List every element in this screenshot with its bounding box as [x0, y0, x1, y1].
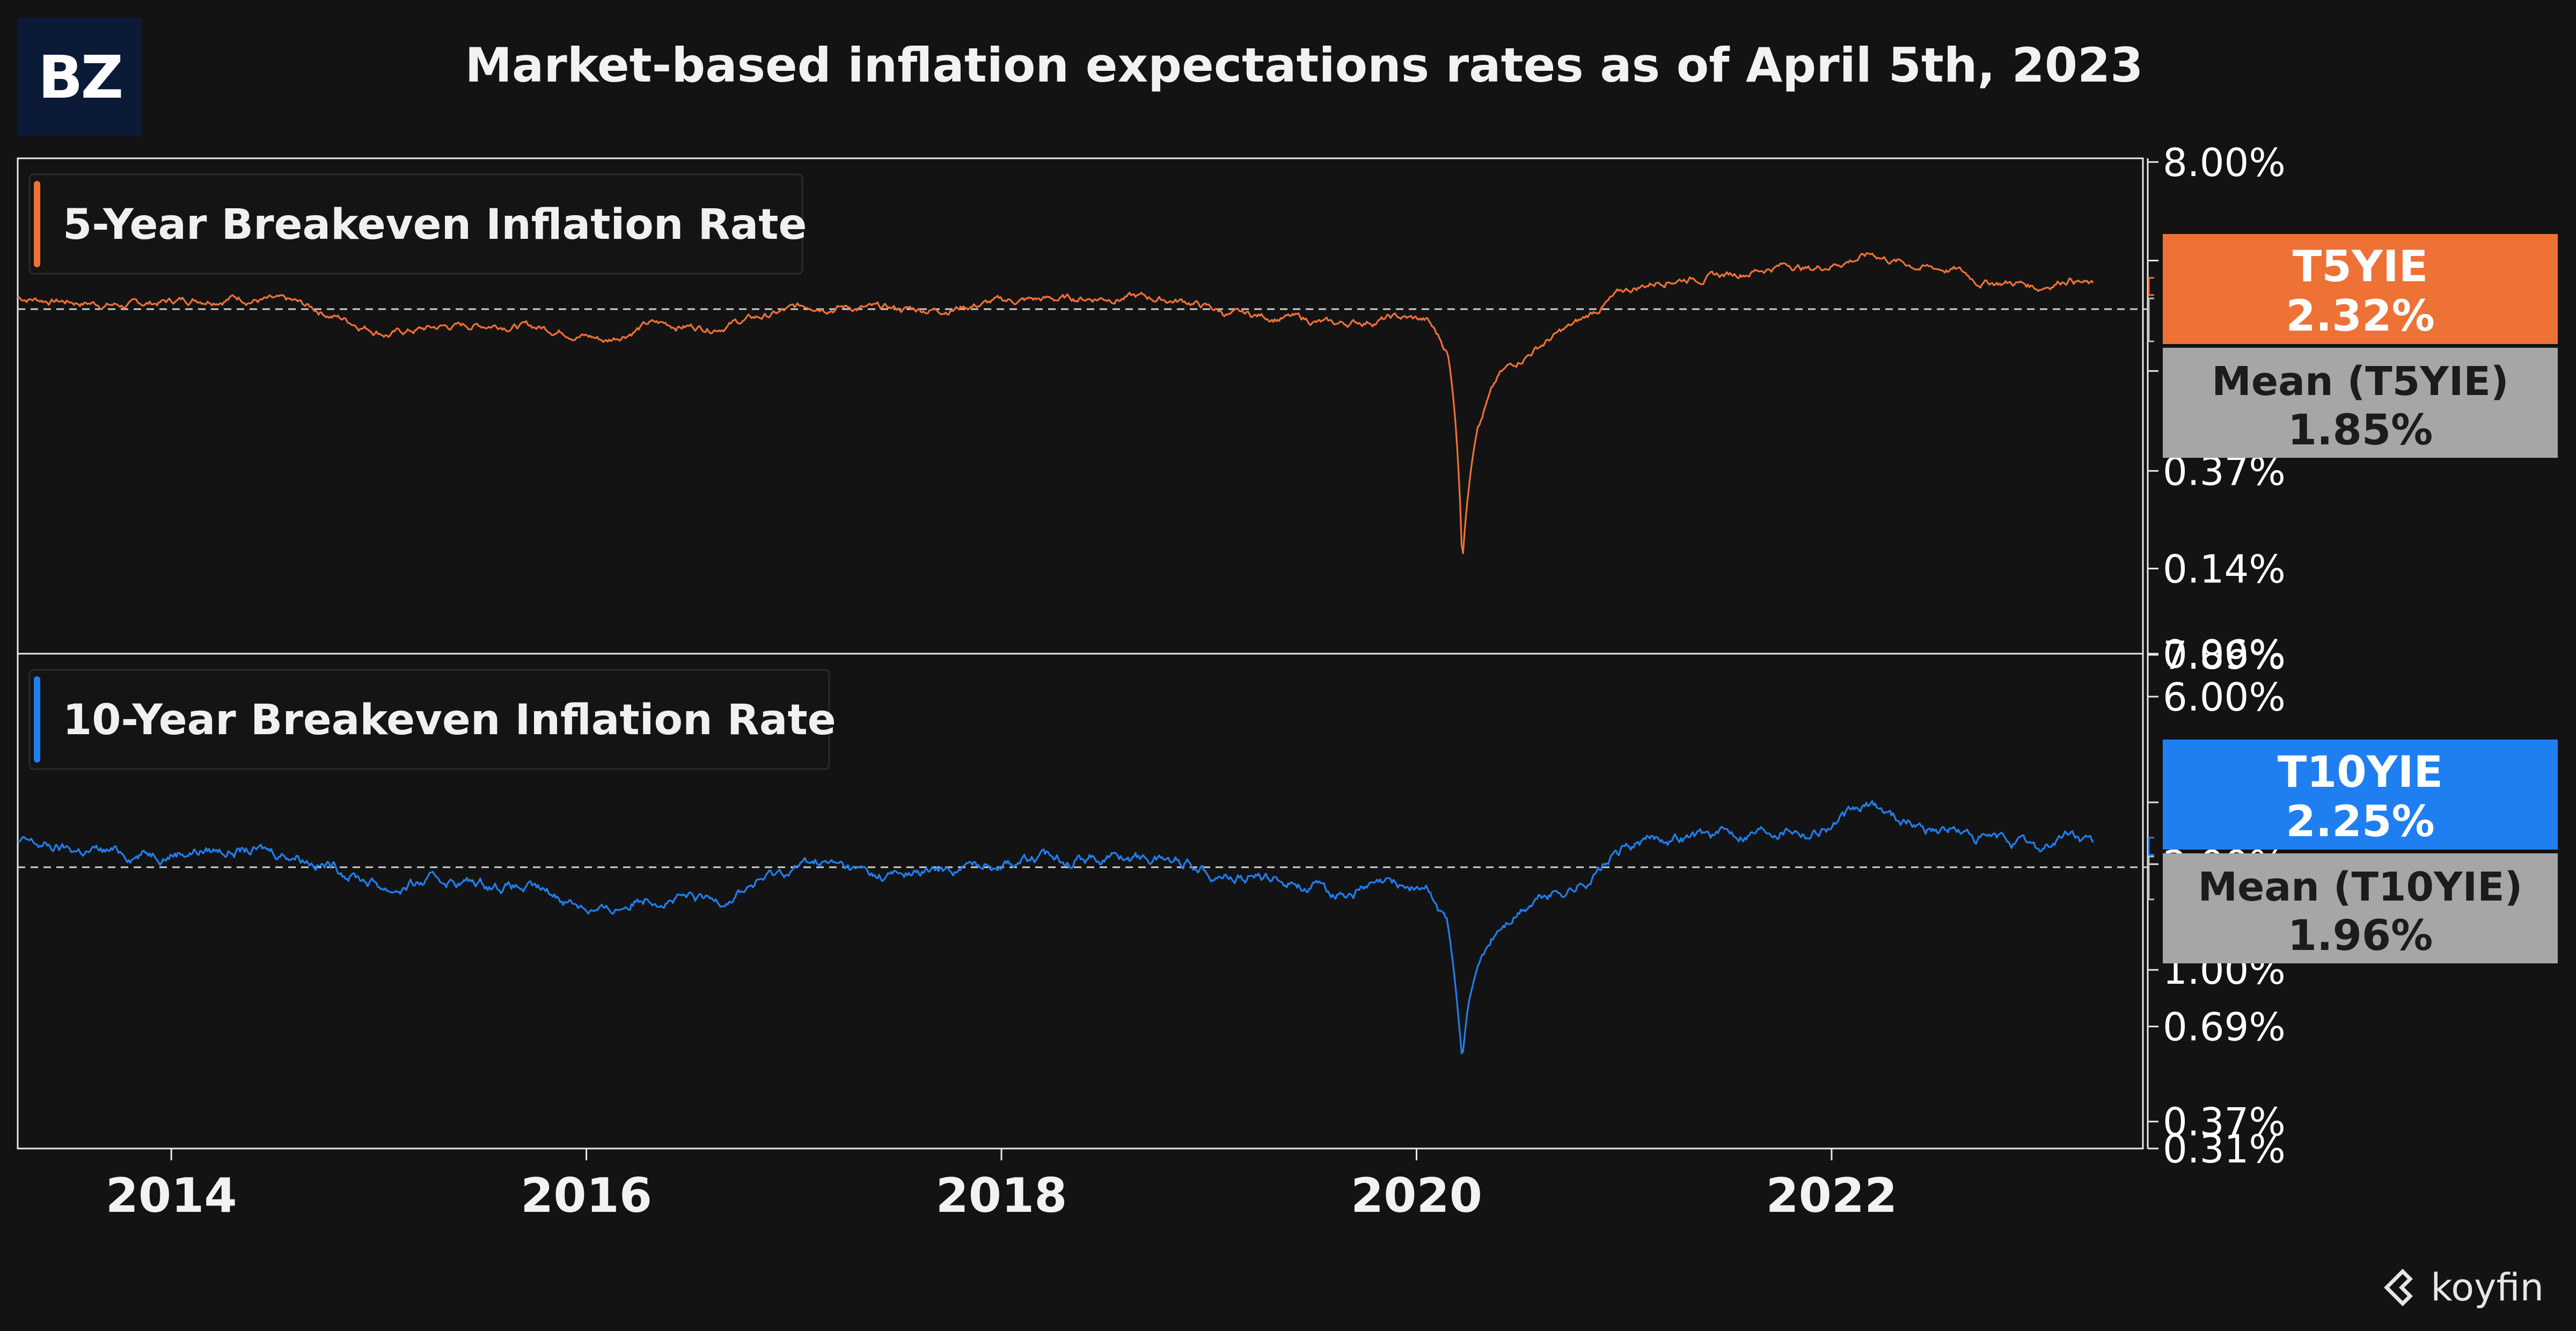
y-tick-label-t5-0: 8.00%: [2163, 140, 2286, 185]
y-tick-label-t10-7: 0.31%: [2163, 1127, 2286, 1172]
series-line-t10yie: [17, 800, 2094, 1055]
legend-box-t5: [28, 173, 803, 275]
legend-swatch-t5: [34, 181, 40, 267]
badge-mean-label-t10: Mean (T10YIE): [2198, 864, 2523, 910]
x-tick-label-0: 2014: [106, 1168, 237, 1223]
chart-title: Market-based inflation expectations rate…: [465, 38, 2143, 93]
benzinga-logo: BZ: [18, 18, 142, 136]
badge-current-t5: [2163, 234, 2558, 344]
badge-current-t10: [2163, 740, 2558, 850]
badge-current-value-t10: 2.25%: [2286, 796, 2435, 846]
badge-current-label-t5: T5YIE: [2293, 242, 2428, 291]
legend-title-t5: 5-Year Breakeven Inflation Rate: [63, 201, 807, 249]
badge-current-bracket-t10: [2148, 837, 2154, 856]
x-tick-label-4: 2022: [1766, 1168, 1897, 1223]
koyfin-logo-icon: [2384, 1269, 2413, 1306]
badge-mean-value-t5: 1.85%: [2288, 406, 2433, 455]
badge-current-label-t10: T10YIE: [2278, 747, 2443, 797]
x-tick-label-2: 2018: [936, 1168, 1067, 1223]
watermark-text: koyfin: [2431, 1266, 2544, 1310]
y-tick-label-t5-5: 0.06%: [2163, 632, 2286, 677]
badge-mean-label-t5: Mean (T5YIE): [2212, 359, 2508, 405]
badge-mean-t10: [2163, 853, 2558, 963]
y-tick-label-t10-1: 6.00%: [2163, 675, 2286, 720]
badge-current-value-t5: 2.32%: [2286, 291, 2435, 341]
y-tick-label-t10-6: 0.37%: [2163, 1100, 2286, 1145]
legend-title-t10: 10-Year Breakeven Inflation Rate: [63, 696, 836, 744]
x-tick-label-1: 2016: [521, 1168, 652, 1223]
badge-mean-t5: [2163, 348, 2558, 458]
series-line-t5yie: [17, 252, 2094, 554]
badge-current-bracket-t5: [2148, 277, 2154, 296]
badge-mean-bracket-t5: [2148, 297, 2154, 342]
y-tick-label-t10-5: 0.69%: [2163, 1005, 2286, 1050]
badge-mean-value-t10: 1.96%: [2288, 912, 2433, 960]
y-tick-label-t5-4: 0.14%: [2163, 546, 2286, 591]
badge-mean-bracket-t10: [2148, 855, 2154, 901]
legend-box-t10: [28, 669, 830, 770]
y-tick-label-t10-0: 7.89%: [2163, 633, 2286, 678]
legend-swatch-t10: [34, 676, 40, 763]
x-tick-label-3: 2020: [1351, 1168, 1482, 1223]
koyfin-watermark: koyfin: [2382, 1266, 2544, 1310]
